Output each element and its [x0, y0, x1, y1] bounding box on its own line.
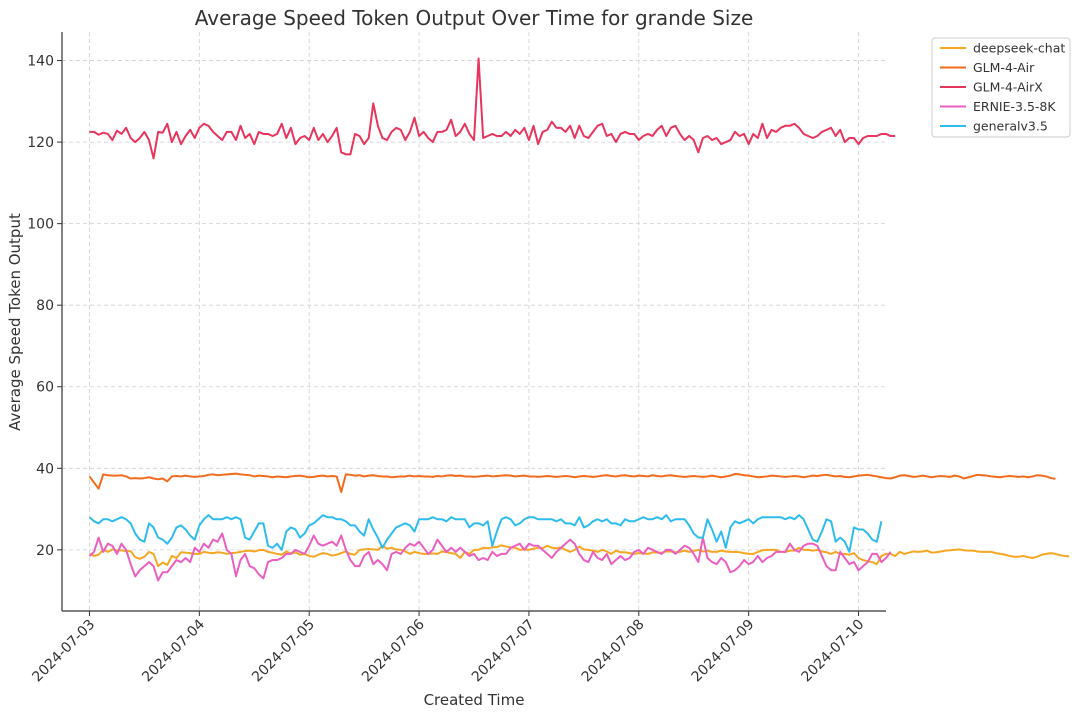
- legend-label: GLM-4-Air: [973, 60, 1035, 75]
- chart-title: Average Speed Token Output Over Time for…: [195, 6, 754, 30]
- y-ticks: 20 40 60 80 100 120 140: [27, 54, 62, 559]
- x-tick-label: 2024-07-08: [579, 617, 648, 686]
- x-tick-label: 2024-07-10: [799, 617, 868, 686]
- legend-label: ERNIE-3.5-8K: [973, 99, 1056, 114]
- x-tick-label: 2024-07-07: [469, 617, 538, 686]
- series-line-generalv3-5: [88, 514, 883, 553]
- y-tick-label: 80: [36, 298, 54, 314]
- legend-label: generalv3.5: [973, 119, 1048, 134]
- series-line-deepseek-chat: [89, 544, 1070, 568]
- x-tick-label: 2024-07-06: [359, 616, 428, 685]
- y-tick-label: 60: [36, 380, 54, 396]
- series-line-ernie-3-5-8k: [88, 532, 892, 582]
- series-line-glm-4-airx: [89, 57, 896, 160]
- x-tick-label: 2024-07-05: [249, 617, 318, 686]
- legend: deepseek-chat GLM-4-Air GLM-4-AirX ERNIE-3.…: [931, 37, 1071, 138]
- legend-box: [931, 37, 1071, 138]
- legend-label: deepseek-chat: [973, 41, 1065, 56]
- series-line-glm-4-air: [88, 472, 1056, 493]
- y-tick-label: 40: [36, 461, 54, 477]
- x-tick-label: 2024-07-04: [139, 616, 208, 685]
- y-tick-label: 120: [27, 135, 54, 151]
- series-lines: [88, 57, 1070, 582]
- x-axis-label: Created Time: [424, 691, 525, 709]
- y-tick-label: 20: [36, 543, 54, 559]
- y-tick-label: 100: [27, 217, 54, 233]
- x-tick-label: 2024-07-09: [689, 617, 758, 686]
- legend-label: GLM-4-AirX: [973, 80, 1043, 95]
- x-ticks: 2024-07-03 2024-07-04 2024-07-05 2024-07-06…: [29, 611, 867, 685]
- x-tick-label: 2024-07-03: [29, 617, 98, 686]
- y-tick-label: 140: [27, 54, 54, 70]
- y-axis-label: Average Speed Token Output: [6, 213, 24, 431]
